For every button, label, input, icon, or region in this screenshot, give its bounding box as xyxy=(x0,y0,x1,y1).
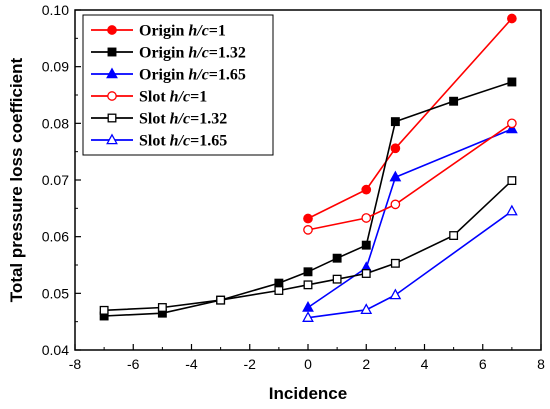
legend-item: Slot h/c=1.32 xyxy=(91,111,227,128)
data-point xyxy=(302,311,314,322)
legend: Origin h/c=1 Origin h/c=1.32 Origin h/c=1.… xyxy=(82,14,274,156)
y-tick-label: 0.10 xyxy=(42,2,69,18)
legend-marker xyxy=(107,113,117,123)
data-point xyxy=(332,274,342,284)
legend-marker xyxy=(107,91,117,101)
axis-ticks: -8 -6 -4 -2 0 2 4 6 8 0.04 0.05 0.06 0.07 0.08 0.09 0.1… xyxy=(42,2,545,372)
series-line xyxy=(104,180,513,312)
data-point xyxy=(505,204,518,216)
y-tick-label: 0.08 xyxy=(42,115,69,131)
series-5 xyxy=(99,176,517,315)
legend-marker xyxy=(106,67,118,79)
data-point xyxy=(505,122,518,134)
data-point xyxy=(332,253,342,263)
data-point xyxy=(449,96,459,106)
y-tick-label: 0.04 xyxy=(42,342,69,358)
data-point xyxy=(157,303,167,312)
data-point xyxy=(274,278,284,288)
data-point xyxy=(303,213,313,224)
legend-item: Origin h/c=1.65 xyxy=(91,67,246,84)
series-1 xyxy=(303,13,517,224)
legend-label: Origin h/c=1.32 xyxy=(139,45,246,62)
data-point xyxy=(507,118,517,129)
data-point xyxy=(361,269,371,278)
legend-label: Slot h/c=1.32 xyxy=(139,111,227,128)
x-tick-label: 8 xyxy=(537,356,545,372)
x-tick-label: 6 xyxy=(479,356,487,372)
data-point xyxy=(99,305,109,315)
x-tick-label: 4 xyxy=(421,356,429,372)
data-point xyxy=(390,199,401,210)
legend-marker xyxy=(106,133,118,145)
data-point xyxy=(449,231,459,240)
x-tick-label: -4 xyxy=(185,356,198,372)
series-line xyxy=(307,122,513,231)
data-point xyxy=(216,295,226,305)
x-tick-label: -2 xyxy=(244,356,257,372)
data-point xyxy=(360,303,373,315)
legend-item: Slot h/c=1.65 xyxy=(91,133,227,150)
data-point xyxy=(507,13,517,24)
legend-label: Origin h/c=1 xyxy=(139,23,226,40)
legend-label: Slot h/c=1 xyxy=(139,89,207,106)
data-point xyxy=(361,184,372,195)
y-tick-label: 0.07 xyxy=(42,172,69,188)
y-tick-label: 0.09 xyxy=(42,59,69,75)
y-axis-title: Total pressure loss coefficient xyxy=(7,57,26,302)
x-tick-label: 0 xyxy=(304,356,312,372)
data-point xyxy=(390,117,400,127)
data-point xyxy=(389,170,402,182)
data-point xyxy=(507,77,517,87)
legend-label: Origin h/c=1.65 xyxy=(139,67,246,84)
x-tick-label: 2 xyxy=(362,356,370,372)
y-tick-label: 0.05 xyxy=(42,285,69,301)
x-axis-title: Incidence xyxy=(269,384,347,403)
data-point xyxy=(361,213,372,223)
data-point xyxy=(389,288,402,300)
x-tick-label: -6 xyxy=(127,356,140,372)
series-line xyxy=(307,210,513,319)
data-point xyxy=(303,280,313,290)
series-6 xyxy=(302,204,518,322)
data-point xyxy=(390,143,401,154)
data-point xyxy=(302,300,314,312)
series-4 xyxy=(303,118,517,235)
data-point xyxy=(274,286,284,295)
series-2 xyxy=(99,77,517,321)
series-line xyxy=(104,81,513,317)
x-tick-label: -8 xyxy=(69,356,82,372)
legend-item: Origin h/c=1.32 xyxy=(91,45,246,62)
series-line xyxy=(307,128,513,309)
data-point xyxy=(303,267,313,277)
y-tick-label: 0.06 xyxy=(42,229,69,245)
legend-marker xyxy=(107,25,117,35)
legend-item: Origin h/c=1 xyxy=(91,23,226,40)
legend-item: Slot h/c=1 xyxy=(91,89,207,106)
legend-box xyxy=(82,14,274,156)
data-point xyxy=(390,258,400,268)
data-point xyxy=(361,240,371,250)
legend-label: Slot h/c=1.65 xyxy=(139,133,227,150)
legend-marker xyxy=(107,47,117,57)
data-point xyxy=(507,176,517,186)
series-3 xyxy=(302,122,518,312)
series-line xyxy=(307,17,513,220)
series-layer xyxy=(99,13,518,322)
data-point xyxy=(303,225,313,235)
